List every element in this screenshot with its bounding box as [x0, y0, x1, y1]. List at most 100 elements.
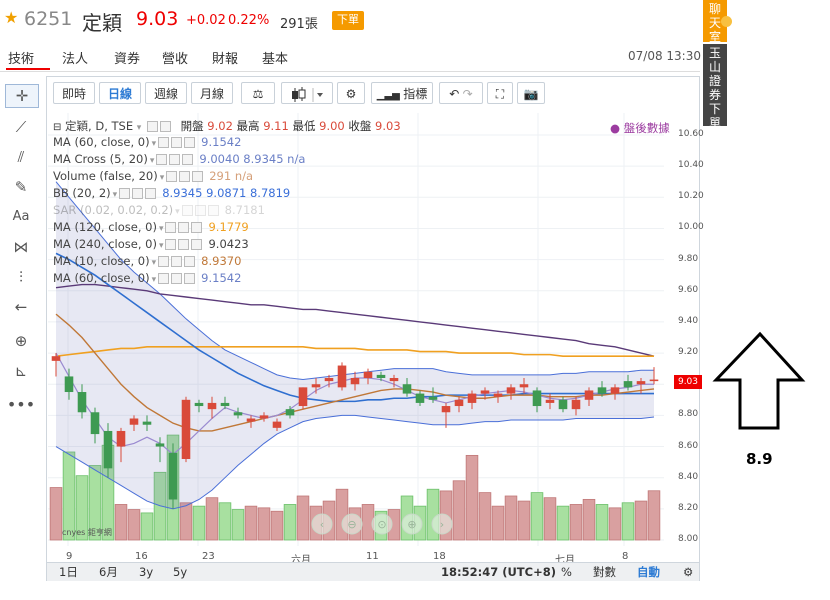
- range-5y[interactable]: 5y: [173, 565, 188, 579]
- price-chart[interactable]: ‹ ⊖ ⊙ ⊕ ›: [48, 113, 664, 546]
- chart-nav-button: [431, 513, 453, 535]
- candle-body: [584, 390, 594, 400]
- fullscreen-button[interactable]: ⛶: [487, 82, 513, 104]
- bottom-gear-icon[interactable]: ⚙: [683, 565, 694, 579]
- dropdown-arrow-icon[interactable]: ▾: [136, 123, 142, 133]
- weekly-button[interactable]: 週線: [145, 82, 187, 104]
- volume-bar: [530, 492, 544, 541]
- crosshair-tool-icon[interactable]: ✛: [5, 84, 39, 108]
- toggle-icon[interactable]: [178, 239, 190, 250]
- chat-room-label: 聊天室: [708, 2, 721, 44]
- toggle-icon[interactable]: [178, 222, 190, 233]
- toggle-icon[interactable]: [165, 222, 177, 233]
- toggle-icon[interactable]: [191, 239, 203, 250]
- candle-body: [350, 378, 360, 385]
- toggle-icon[interactable]: [171, 273, 183, 284]
- dropdown-arrow-icon[interactable]: ▾: [112, 190, 118, 200]
- chart-nav-controls: ‹ ⊖ ⊙ ⊕ ›: [311, 513, 453, 535]
- dropdown-arrow-icon[interactable]: ▾: [158, 224, 164, 234]
- camera-icon: 📷: [523, 87, 539, 101]
- settings-button[interactable]: ⚙: [337, 82, 365, 104]
- toggle-icon[interactable]: [156, 154, 168, 165]
- toggle-icon[interactable]: [192, 171, 204, 182]
- legend-row: MA (60, close, 0) ▾ 9.1542: [53, 271, 433, 288]
- toggle-icon[interactable]: [158, 256, 170, 267]
- more-icon[interactable]: •••: [6, 395, 36, 414]
- tab-margin[interactable]: 資券: [114, 52, 141, 67]
- trendline-tool-icon[interactable]: ⟋: [15, 118, 27, 136]
- collapse-icon[interactable]: ⊟: [53, 122, 62, 133]
- dropdown-arrow-icon[interactable]: ▾: [158, 241, 164, 251]
- toggle-icon[interactable]: [184, 137, 196, 148]
- log-toggle[interactable]: 對數: [593, 565, 616, 579]
- dropdown-arrow-icon[interactable]: ▾: [149, 156, 155, 166]
- toggle-icon[interactable]: [145, 188, 157, 199]
- candle-body: [402, 384, 412, 394]
- toggle-icon[interactable]: [166, 171, 178, 182]
- toggle-icon[interactable]: [191, 222, 203, 233]
- toggle-icon[interactable]: [171, 137, 183, 148]
- toggle-icon[interactable]: [179, 171, 191, 182]
- compare-button[interactable]: ⚖: [241, 82, 275, 104]
- undo-redo-group[interactable]: ↶ ↷: [439, 82, 483, 104]
- pattern-tool-icon[interactable]: ⋈: [13, 238, 29, 256]
- toggle-icon[interactable]: [181, 205, 193, 216]
- dropdown-arrow-icon[interactable]: ▾: [175, 207, 180, 217]
- volume-bar: [257, 507, 271, 541]
- legend-row-values: 291 n/a: [209, 169, 254, 183]
- yushan-order-tab[interactable]: 玉山證券下單: [703, 44, 727, 130]
- tab-financials[interactable]: 財報: [212, 52, 239, 67]
- dropdown-arrow-icon[interactable]: ▾: [151, 258, 157, 268]
- toggle-icon[interactable]: [207, 205, 219, 216]
- dropdown-arrow-icon[interactable]: ▾: [151, 275, 157, 285]
- fibonacci-tool-icon[interactable]: ⫽: [17, 148, 25, 166]
- range-6m[interactable]: 6月: [99, 565, 118, 579]
- zoom-in-icon[interactable]: ⊕: [14, 332, 28, 350]
- tab-basic[interactable]: 基本: [262, 52, 289, 67]
- tab-revenue[interactable]: 營收: [162, 52, 189, 67]
- indicators-button[interactable]: ▁▃▅ 指標: [371, 82, 433, 104]
- y-tick-label: 10.00: [678, 222, 704, 233]
- y-tick-label: 10.40: [678, 160, 704, 171]
- brush-tool-icon[interactable]: ✎: [14, 178, 28, 196]
- redo-icon[interactable]: ↷: [462, 87, 473, 101]
- snapshot-button[interactable]: 📷: [517, 82, 545, 104]
- text-tool-icon[interactable]: Aa: [12, 209, 30, 224]
- daily-button[interactable]: 日線: [99, 82, 141, 104]
- toggle-icon[interactable]: [169, 154, 181, 165]
- intraday-button[interactable]: 即時: [53, 82, 95, 104]
- toggle-icon[interactable]: [165, 239, 177, 250]
- candle-body: [337, 365, 347, 388]
- monthly-button[interactable]: 月線: [191, 82, 233, 104]
- after-hours-data[interactable]: ● 盤後數據: [610, 121, 670, 135]
- toggle-icon[interactable]: [171, 256, 183, 267]
- legend-row-values: 8.9370: [201, 254, 242, 268]
- toggle-icon[interactable]: [146, 121, 158, 132]
- dropdown-arrow-icon[interactable]: ▾: [151, 139, 157, 149]
- bollinger-lower: [55, 414, 655, 510]
- toggle-icon[interactable]: [182, 154, 194, 165]
- toggle-icon[interactable]: [159, 121, 171, 132]
- toggle-icon[interactable]: [132, 188, 144, 199]
- arrow-left-tool-icon[interactable]: ←: [14, 298, 28, 316]
- chart-type-button[interactable]: [281, 82, 333, 104]
- toggle-icon[interactable]: [194, 205, 206, 216]
- favorite-star-icon[interactable]: ★: [4, 8, 19, 27]
- tab-institutional[interactable]: 法人: [62, 52, 89, 67]
- percent-toggle[interactable]: %: [561, 565, 572, 579]
- range-3y[interactable]: 3y: [139, 565, 154, 579]
- toggle-icon[interactable]: [158, 137, 170, 148]
- undo-icon[interactable]: ↶: [449, 87, 460, 101]
- toggle-icon[interactable]: [184, 273, 196, 284]
- toggle-icon[interactable]: [158, 273, 170, 284]
- tab-technical[interactable]: 技術: [8, 52, 35, 67]
- toggle-icon[interactable]: [119, 188, 131, 199]
- ruler-icon[interactable]: ⊾: [14, 362, 28, 380]
- toggle-icon[interactable]: [184, 256, 196, 267]
- dropdown-arrow-icon[interactable]: ▾: [159, 173, 165, 183]
- auto-scale-toggle[interactable]: 自動: [637, 565, 660, 579]
- range-1d[interactable]: 1日: [59, 565, 78, 579]
- order-button[interactable]: 下單: [332, 11, 364, 30]
- candle-body: [285, 409, 295, 416]
- measure-tool-icon[interactable]: ⫶: [19, 268, 23, 286]
